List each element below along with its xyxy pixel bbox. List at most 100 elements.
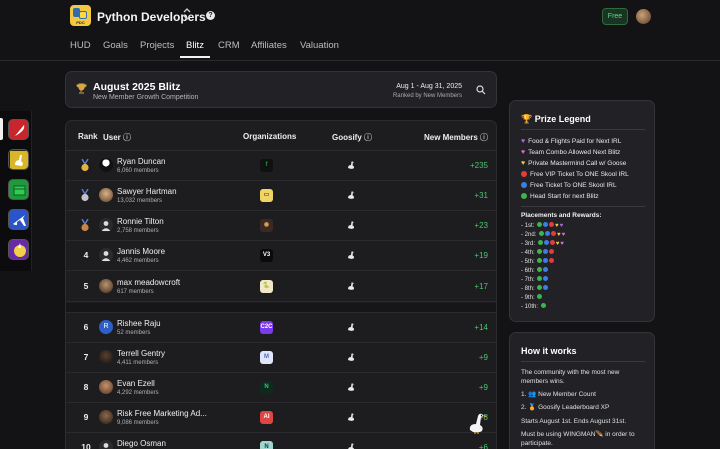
- how-it-works-title: How it works: [521, 346, 577, 356]
- organization-logo[interactable]: V3: [260, 249, 273, 262]
- placement-label: - 3rd:: [521, 241, 536, 247]
- silver-medal-icon: [80, 188, 90, 202]
- rail-app-goose-icon[interactable]: [8, 149, 29, 170]
- user-name[interactable]: max meadowcroft: [117, 278, 181, 287]
- tab-valuation[interactable]: Valuation: [300, 40, 339, 51]
- avatar[interactable]: [99, 350, 113, 364]
- goose-mascot-icon[interactable]: [467, 411, 489, 435]
- divider: [521, 206, 645, 207]
- table-row[interactable]: 5 max meadowcroft 617 members 🐍 +17: [66, 272, 496, 302]
- blue-circle-icon: [543, 276, 549, 281]
- organization-logo[interactable]: N: [260, 381, 273, 394]
- user-name[interactable]: Sawyer Hartman: [117, 187, 177, 196]
- table-row[interactable]: 8 Evan Ezell 4,292 members N +9: [66, 373, 496, 403]
- user-name[interactable]: Evan Ezell: [117, 379, 155, 388]
- group-logo[interactable]: PDC: [70, 5, 91, 26]
- table-row[interactable]: 4 Jannis Moore 4,462 members V3 +19: [66, 241, 496, 271]
- legend-item: ♥ Team Combo Allowed Next Blitz: [521, 149, 620, 156]
- avatar[interactable]: [99, 410, 113, 424]
- rank-number: 9: [83, 412, 89, 422]
- info-icon[interactable]: ⓘ: [364, 133, 373, 142]
- divider: [521, 361, 645, 362]
- info-icon[interactable]: ⓘ: [480, 133, 488, 142]
- info-icon[interactable]: ⓘ: [123, 133, 132, 142]
- placement-row: - 7th:: [521, 276, 549, 284]
- avatar[interactable]: R: [99, 320, 113, 334]
- user-member-count: 617 members: [117, 289, 154, 295]
- placement-label: - 8th:: [521, 286, 535, 292]
- heart-icon: ♥: [521, 138, 526, 145]
- table-row[interactable]: 7 Terrell Gentry 4,411 members M +9: [66, 343, 496, 373]
- tab-goals[interactable]: Goals: [103, 40, 128, 51]
- legend-item-label: Food & Flights Paid for Next IRL: [528, 138, 622, 145]
- user-name[interactable]: Risk Free Marketing Ad...: [117, 409, 207, 418]
- tab-projects[interactable]: Projects: [140, 40, 175, 51]
- table-row[interactable]: Sawyer Hartman 13,032 members ▭ +31: [66, 181, 496, 211]
- placement-row: - 8th:: [521, 285, 549, 293]
- tab-affiliates[interactable]: Affiliates: [251, 40, 287, 51]
- rail-app-box-icon[interactable]: [8, 179, 29, 200]
- tab-crm[interactable]: CRM: [218, 40, 240, 51]
- avatar[interactable]: [99, 248, 113, 262]
- user-name[interactable]: Rishee Raju: [117, 319, 161, 328]
- avatar[interactable]: [99, 440, 113, 449]
- user-name[interactable]: Ryan Duncan: [117, 157, 166, 166]
- table-row[interactable]: 9 Risk Free Marketing Ad... 9,086 members A…: [66, 403, 496, 433]
- table-row[interactable]: 10 Diego Osman N +6: [66, 433, 496, 449]
- search-icon[interactable]: [475, 84, 487, 96]
- organization-logo[interactable]: AI: [260, 411, 273, 424]
- gold-medal-icon: [80, 158, 90, 172]
- organization-logo[interactable]: ▭: [260, 189, 273, 202]
- top-bar: PDC Python Developers ? Free: [0, 0, 720, 34]
- rail-app-feather-icon[interactable]: [8, 119, 29, 140]
- user-name[interactable]: Jannis Moore: [117, 247, 166, 256]
- plan-badge-button[interactable]: Free: [602, 8, 628, 25]
- placement-row: - 4th:: [521, 249, 555, 257]
- leaderboard-table: Rank User ⓘ Organizations Goosify ⓘ New …: [65, 120, 497, 449]
- tab-hud[interactable]: HUD: [70, 40, 91, 51]
- rail-app-plane-icon[interactable]: [8, 209, 29, 230]
- table-row[interactable]: Ronnie Tilton 2,758 members ◉ +23: [66, 211, 496, 241]
- rank-number: 10: [81, 442, 91, 449]
- organization-logo[interactable]: M: [260, 351, 273, 364]
- user-avatar[interactable]: [636, 9, 651, 24]
- avatar[interactable]: [99, 158, 113, 172]
- user-member-count: 4,411 members: [117, 360, 159, 366]
- red-circle-icon: [549, 249, 555, 254]
- user-name[interactable]: Ronnie Tilton: [117, 217, 164, 226]
- green-circle-icon: [537, 249, 543, 254]
- goosify-goose-icon: [347, 322, 356, 332]
- avatar[interactable]: [99, 188, 113, 202]
- organization-logo[interactable]: 🐍: [260, 280, 273, 293]
- organization-logo[interactable]: ◉: [260, 219, 273, 232]
- tab-blitz[interactable]: Blitz: [186, 40, 204, 51]
- legend-item-label: Private Mastermind Call w/ Goose: [528, 160, 627, 167]
- user-name[interactable]: Terrell Gentry: [117, 349, 166, 358]
- how-it-works-point-2: 2. 🏅 Goosify Leaderboard XP: [521, 404, 610, 411]
- table-row[interactable]: Ryan Duncan 6,060 members f +235: [66, 151, 496, 181]
- organization-logo[interactable]: f: [260, 159, 273, 172]
- group-name[interactable]: Python Developers: [97, 10, 206, 24]
- column-goosify[interactable]: Goosify ⓘ: [332, 132, 372, 143]
- blue-circle-icon: [543, 285, 549, 290]
- column-new-members[interactable]: New Members ⓘ: [424, 132, 488, 143]
- column-new-members-label: New Members: [423, 133, 478, 142]
- legend-item-label: Free Ticket To ONE Skool IRL: [530, 182, 617, 189]
- help-icon[interactable]: ?: [206, 11, 215, 20]
- yellow-heart-icon: ♥: [555, 241, 560, 247]
- legend-item-label: Head Start for next Blitz: [530, 193, 599, 200]
- user-name[interactable]: Diego Osman: [117, 439, 166, 448]
- avatar[interactable]: [99, 218, 113, 232]
- avatar[interactable]: [99, 380, 113, 394]
- group-switcher-chevron-icon[interactable]: [183, 8, 191, 23]
- placement-label: - 2nd:: [521, 232, 537, 238]
- green-circle-icon: [537, 258, 543, 263]
- table-row[interactable]: 6 R Rishee Raju 52 members C2C +14: [66, 313, 496, 343]
- organization-logo[interactable]: N: [260, 441, 273, 449]
- blue-circle-icon: [543, 222, 549, 227]
- rail-app-unicorn-icon[interactable]: [8, 239, 29, 260]
- avatar[interactable]: [99, 279, 113, 293]
- column-user[interactable]: User ⓘ: [103, 132, 131, 143]
- organization-logo[interactable]: C2C: [260, 321, 273, 334]
- goosify-goose-icon: [347, 281, 356, 291]
